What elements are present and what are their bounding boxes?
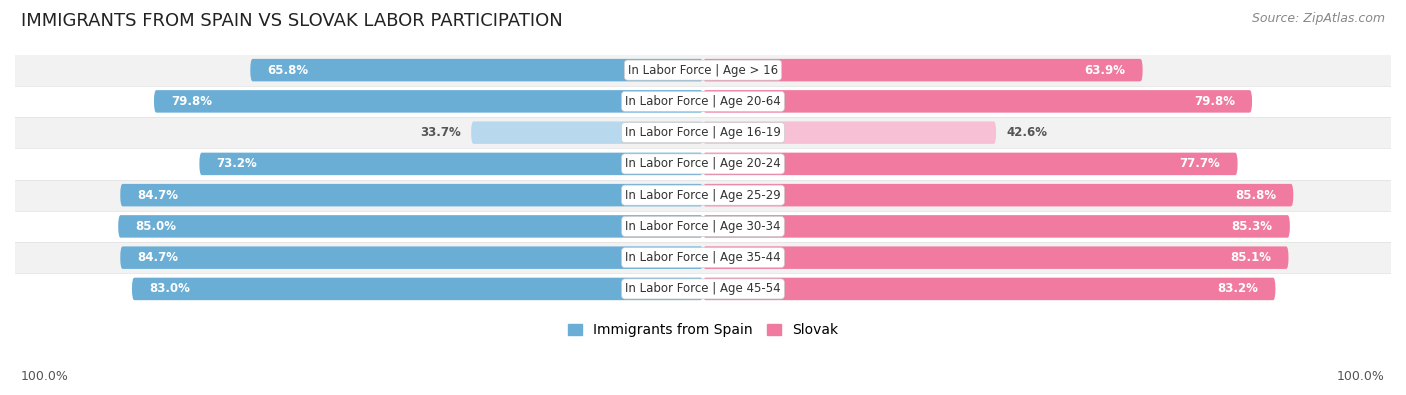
FancyBboxPatch shape	[703, 121, 995, 144]
Text: In Labor Force | Age 16-19: In Labor Force | Age 16-19	[626, 126, 780, 139]
FancyBboxPatch shape	[15, 117, 1391, 148]
FancyBboxPatch shape	[132, 278, 703, 300]
Text: 77.7%: 77.7%	[1180, 157, 1220, 170]
Legend: Immigrants from Spain, Slovak: Immigrants from Spain, Slovak	[562, 318, 844, 342]
Text: 42.6%: 42.6%	[1007, 126, 1047, 139]
Text: 83.0%: 83.0%	[149, 282, 190, 295]
Text: 100.0%: 100.0%	[21, 370, 69, 383]
FancyBboxPatch shape	[15, 86, 1391, 117]
Text: In Labor Force | Age 25-29: In Labor Force | Age 25-29	[626, 189, 780, 202]
Text: 83.2%: 83.2%	[1218, 282, 1258, 295]
Text: 85.3%: 85.3%	[1232, 220, 1272, 233]
Text: 85.1%: 85.1%	[1230, 251, 1271, 264]
FancyBboxPatch shape	[250, 59, 703, 81]
FancyBboxPatch shape	[155, 90, 703, 113]
FancyBboxPatch shape	[118, 215, 703, 238]
FancyBboxPatch shape	[703, 215, 1289, 238]
Text: 84.7%: 84.7%	[138, 251, 179, 264]
FancyBboxPatch shape	[703, 184, 1294, 207]
Text: In Labor Force | Age 45-54: In Labor Force | Age 45-54	[626, 282, 780, 295]
Text: 85.8%: 85.8%	[1234, 189, 1277, 202]
FancyBboxPatch shape	[471, 121, 703, 144]
FancyBboxPatch shape	[15, 211, 1391, 242]
FancyBboxPatch shape	[200, 152, 703, 175]
Text: In Labor Force | Age 35-44: In Labor Force | Age 35-44	[626, 251, 780, 264]
FancyBboxPatch shape	[703, 152, 1237, 175]
Text: In Labor Force | Age > 16: In Labor Force | Age > 16	[628, 64, 778, 77]
FancyBboxPatch shape	[703, 59, 1143, 81]
FancyBboxPatch shape	[15, 273, 1391, 305]
Text: 65.8%: 65.8%	[267, 64, 309, 77]
Text: 63.9%: 63.9%	[1084, 64, 1125, 77]
Text: Source: ZipAtlas.com: Source: ZipAtlas.com	[1251, 12, 1385, 25]
FancyBboxPatch shape	[15, 242, 1391, 273]
Text: In Labor Force | Age 20-24: In Labor Force | Age 20-24	[626, 157, 780, 170]
Text: 84.7%: 84.7%	[138, 189, 179, 202]
FancyBboxPatch shape	[703, 278, 1275, 300]
Text: 33.7%: 33.7%	[420, 126, 461, 139]
Text: In Labor Force | Age 30-34: In Labor Force | Age 30-34	[626, 220, 780, 233]
Text: 85.0%: 85.0%	[135, 220, 176, 233]
FancyBboxPatch shape	[15, 179, 1391, 211]
FancyBboxPatch shape	[121, 184, 703, 207]
Text: In Labor Force | Age 20-64: In Labor Force | Age 20-64	[626, 95, 780, 108]
FancyBboxPatch shape	[703, 246, 1288, 269]
FancyBboxPatch shape	[15, 148, 1391, 179]
FancyBboxPatch shape	[15, 55, 1391, 86]
Text: IMMIGRANTS FROM SPAIN VS SLOVAK LABOR PARTICIPATION: IMMIGRANTS FROM SPAIN VS SLOVAK LABOR PA…	[21, 12, 562, 30]
Text: 79.8%: 79.8%	[172, 95, 212, 108]
FancyBboxPatch shape	[121, 246, 703, 269]
Text: 73.2%: 73.2%	[217, 157, 257, 170]
Text: 79.8%: 79.8%	[1194, 95, 1234, 108]
FancyBboxPatch shape	[703, 90, 1251, 113]
Text: 100.0%: 100.0%	[1337, 370, 1385, 383]
